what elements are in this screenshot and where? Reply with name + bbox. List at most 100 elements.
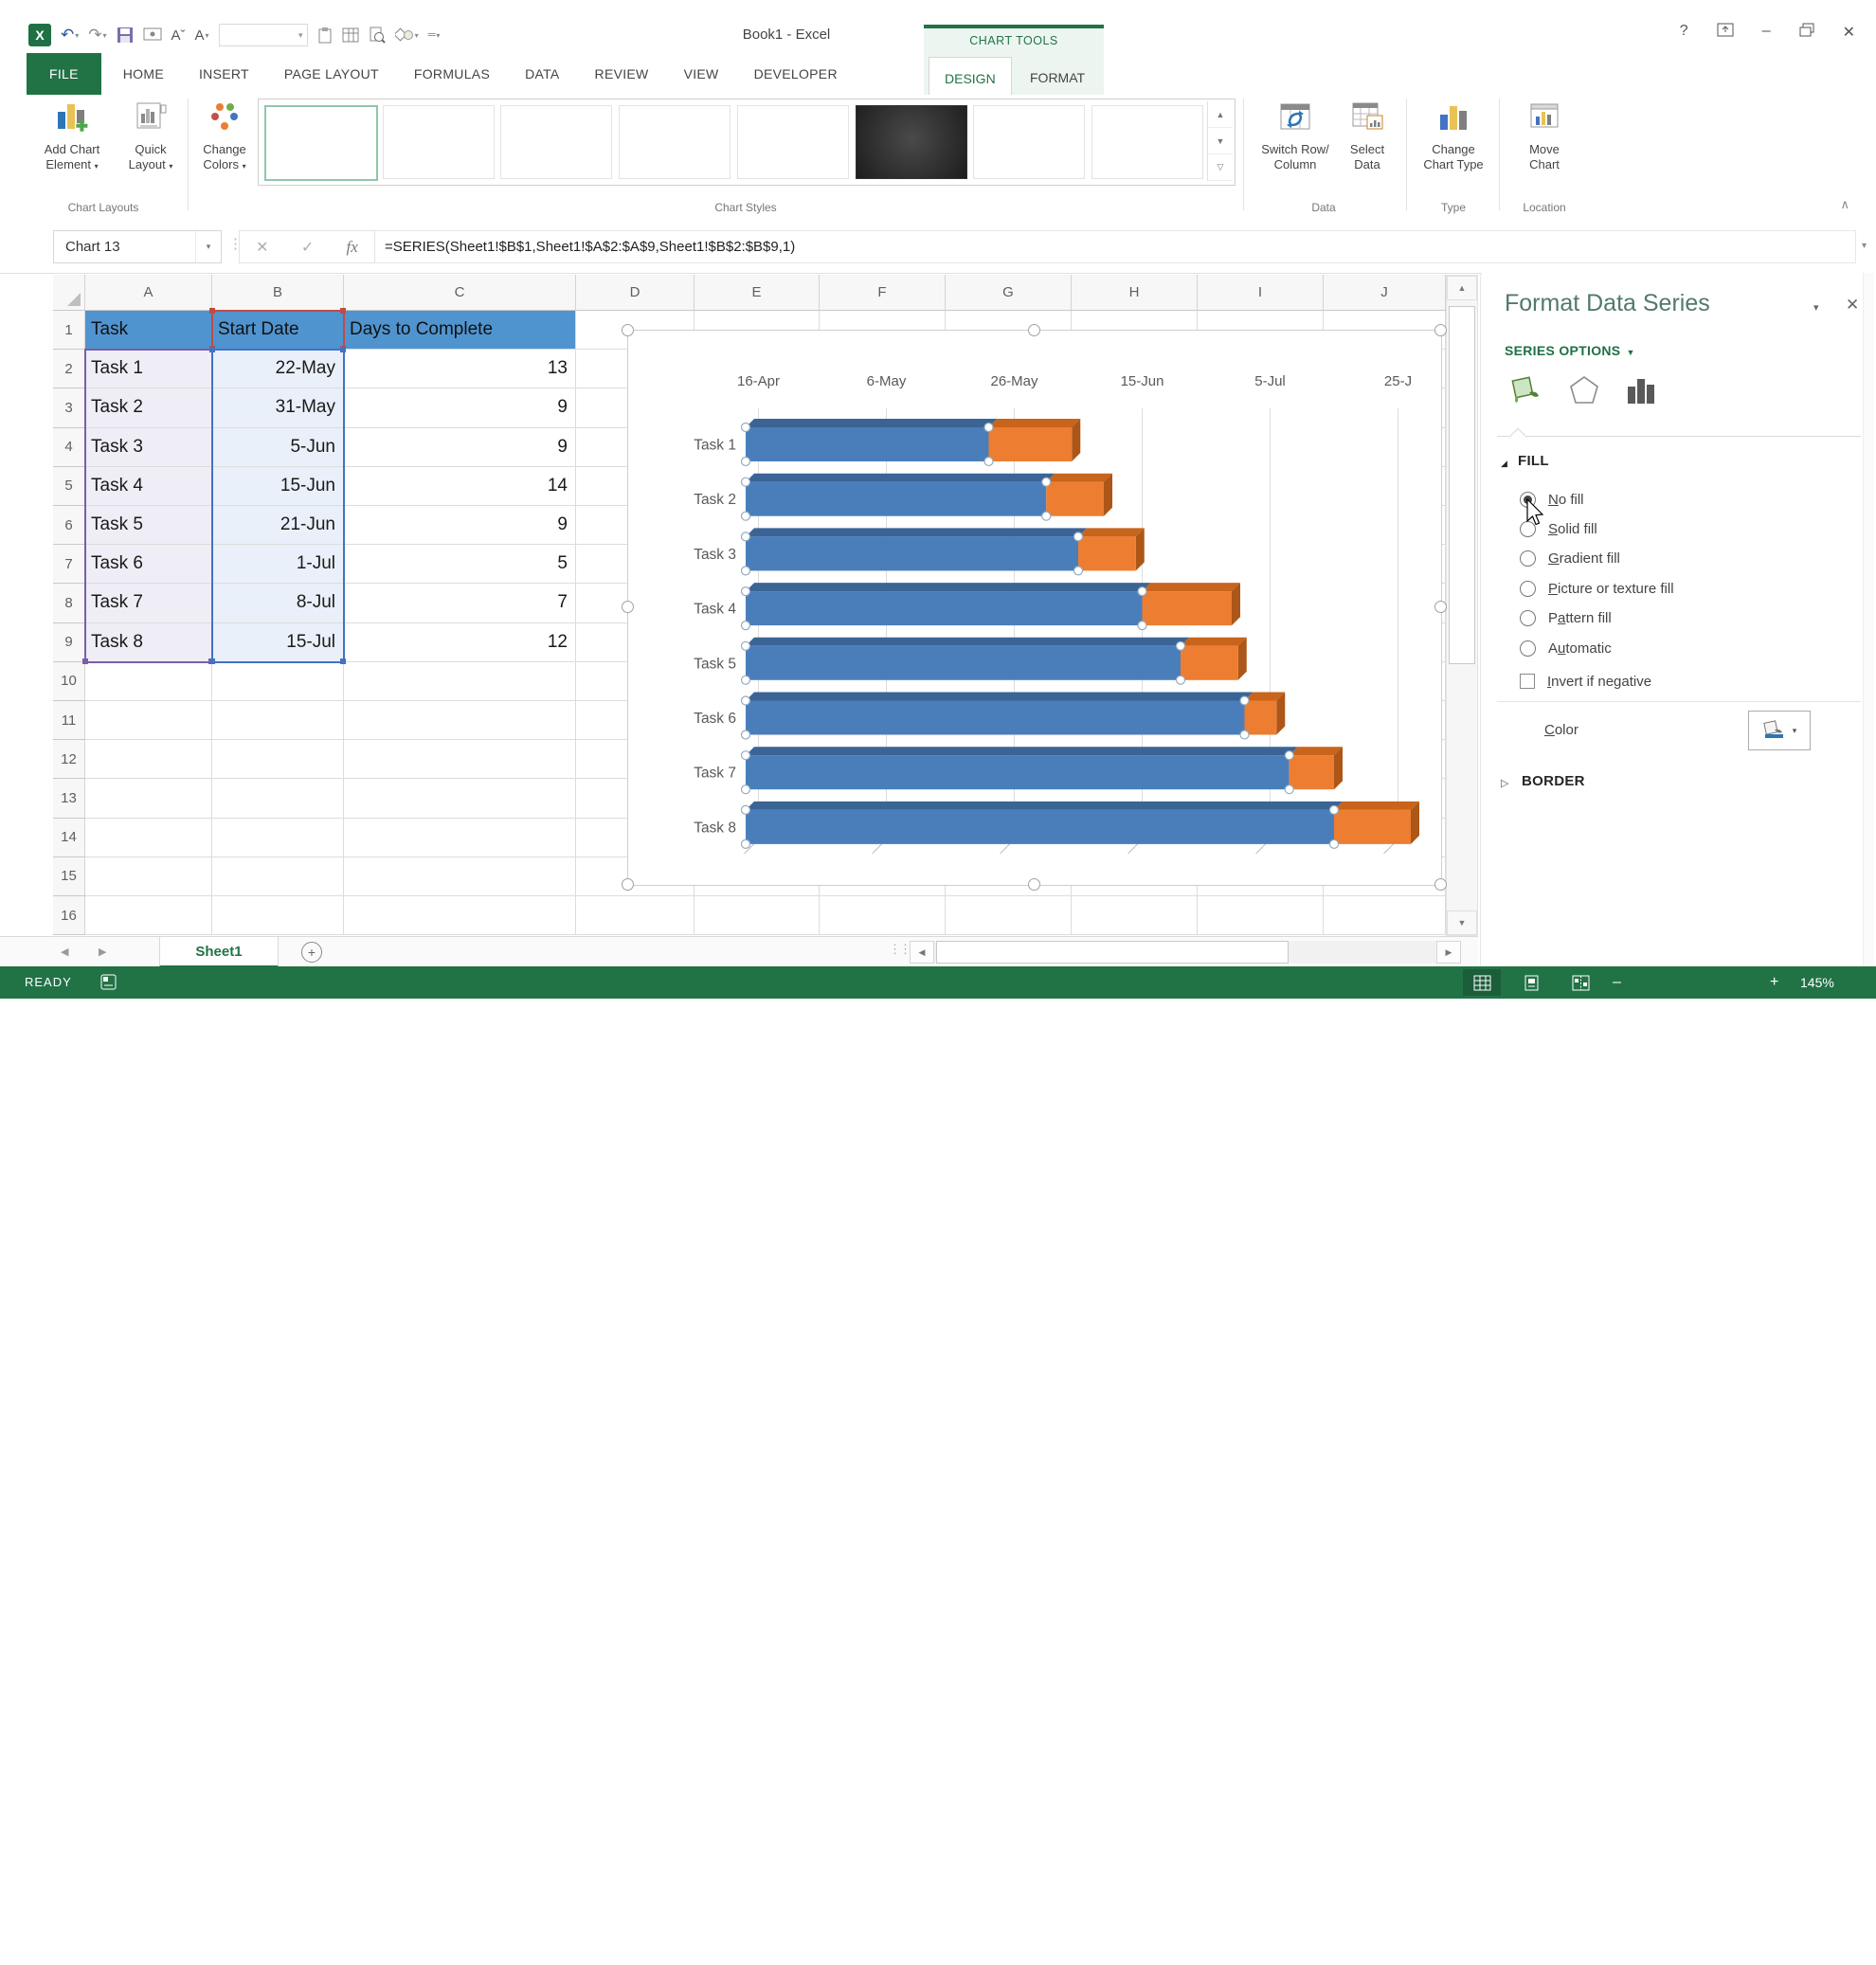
cell-J15[interactable] (1324, 856, 1446, 896)
horizontal-scroll-thumb[interactable] (936, 941, 1289, 964)
chart-resize-handle[interactable] (1434, 324, 1447, 336)
cell-C15[interactable] (344, 856, 576, 896)
row-header-4[interactable]: 4 (53, 427, 85, 467)
touch-mode-icon[interactable] (143, 27, 162, 44)
cell-E16[interactable] (694, 896, 820, 936)
name-box-dropdown-icon[interactable]: ▾ (195, 231, 221, 262)
cell-C6[interactable]: 9 (344, 506, 576, 546)
table-icon[interactable] (342, 27, 359, 43)
gallery-scroll-down-icon[interactable]: ▼ (1208, 128, 1233, 154)
row-header-3[interactable]: 3 (53, 388, 85, 428)
pane-scrollbar[interactable] (1863, 273, 1874, 966)
bar-start-Task-8[interactable] (746, 809, 1334, 844)
tab-home[interactable]: HOME (122, 66, 164, 81)
bar-days-Task-8[interactable] (1334, 809, 1411, 844)
cell-A7[interactable]: Task 6 (85, 545, 212, 585)
cell-B6[interactable]: 21-Jun (212, 506, 344, 546)
enter-formula-icon[interactable]: ✓ (300, 239, 315, 256)
bar-start-Task-7[interactable] (746, 755, 1290, 790)
cell-J16[interactable] (1324, 896, 1446, 936)
redo-icon[interactable]: ↷ ▾ (88, 26, 107, 44)
cell-B12[interactable] (212, 740, 344, 780)
row-header-10[interactable]: 10 (53, 661, 85, 701)
cell-C13[interactable] (344, 779, 576, 819)
cell-A15[interactable] (85, 856, 212, 896)
cell-B4[interactable]: 5-Jun (212, 427, 344, 467)
formula-input[interactable]: =SERIES(Sheet1!$B$1,Sheet1!$A$2:$A$9,She… (375, 230, 1856, 263)
customize-qat-icon[interactable]: ═ ▾ (427, 29, 441, 41)
column-header-F[interactable]: F (820, 275, 946, 311)
cell-B16[interactable] (212, 896, 344, 936)
category-label[interactable]: Task 6 (694, 711, 736, 727)
print-preview-icon[interactable] (369, 27, 386, 44)
chart-resize-handle[interactable] (1434, 601, 1447, 613)
row-header-8[interactable]: 8 (53, 584, 85, 623)
cell-C12[interactable] (344, 740, 576, 780)
scroll-right-icon[interactable]: ▶ (1436, 941, 1461, 964)
name-box[interactable]: Chart 13 ▾ (53, 230, 222, 263)
cell-A4[interactable]: Task 3 (85, 427, 212, 467)
tab-page-layout[interactable]: PAGE LAYOUT (283, 66, 379, 81)
pane-close-icon[interactable]: ✕ (1846, 296, 1860, 314)
restore-icon[interactable] (1799, 23, 1814, 42)
vertical-scrollbar[interactable]: ▲ ▼ (1446, 275, 1478, 936)
row-header-2[interactable]: 2 (53, 350, 85, 389)
vertical-scroll-thumb[interactable] (1449, 306, 1475, 664)
row-header-15[interactable]: 15 (53, 856, 85, 896)
tab-split-handle[interactable]: ⋮⋮ (889, 942, 911, 956)
new-sheet-icon[interactable]: + (301, 942, 322, 963)
close-icon[interactable]: ✕ (1842, 25, 1855, 41)
select-data-button[interactable]: Select Data (1340, 99, 1395, 172)
category-label[interactable]: Task 7 (694, 766, 736, 782)
tab-insert[interactable]: INSERT (198, 66, 249, 81)
bar-start-Task-6[interactable] (746, 700, 1245, 735)
scroll-up-icon[interactable]: ▲ (1447, 276, 1477, 300)
page-layout-view-icon[interactable] (1512, 969, 1550, 996)
ribbon-display-options-icon[interactable] (1717, 23, 1734, 42)
fill-option-solid-fill[interactable]: Solid fill (1520, 514, 1597, 543)
cell-A8[interactable]: Task 7 (85, 584, 212, 623)
cell-C14[interactable] (344, 818, 576, 857)
bar-days-Task-3[interactable] (1078, 536, 1136, 571)
cell-C2[interactable]: 13 (344, 350, 576, 389)
cell-B14[interactable] (212, 818, 344, 857)
x-axis-tick[interactable]: 6-May (867, 373, 907, 389)
invert-if-negative-checkbox[interactable]: Invert if negative (1520, 667, 1651, 695)
chart-resize-handle[interactable] (1028, 878, 1040, 891)
paste-icon[interactable] (317, 27, 333, 44)
checkbox-icon[interactable] (1520, 674, 1535, 689)
chart-resize-handle[interactable] (1434, 878, 1447, 891)
zoom-slider-thumb[interactable] (1704, 1948, 1708, 1962)
fill-line-icon[interactable] (1508, 371, 1544, 412)
row-header-12[interactable]: 12 (53, 740, 85, 780)
bar-days-Task-6[interactable] (1244, 700, 1277, 735)
cell-A10[interactable] (85, 661, 212, 701)
chart-style-thumbnail-2[interactable] (382, 105, 495, 179)
zoom-level[interactable]: 145% (1800, 975, 1834, 990)
cell-C4[interactable]: 9 (344, 427, 576, 467)
cell-C11[interactable] (344, 701, 576, 741)
cell-I16[interactable] (1198, 896, 1324, 936)
row-header-16[interactable]: 16 (53, 896, 85, 936)
cell-B13[interactable] (212, 779, 344, 819)
cell-A1[interactable]: Task (85, 311, 212, 351)
change-colors-button[interactable]: Change Colors ▾ (193, 99, 256, 174)
tab-formulas[interactable]: FORMULAS (413, 66, 491, 81)
bar-days-Task-4[interactable] (1142, 591, 1233, 626)
next-sheet-icon[interactable]: ▶ (99, 946, 107, 958)
cell-B7[interactable]: 1-Jul (212, 545, 344, 585)
chart-resize-handle[interactable] (622, 878, 634, 891)
cell-A14[interactable] (85, 818, 212, 857)
zoom-in-icon[interactable]: + (1770, 974, 1779, 990)
help-icon[interactable]: ? (1679, 23, 1688, 39)
chart-style-thumbnail-6[interactable] (855, 105, 967, 179)
grow-font-icon[interactable]: Aˇ (171, 27, 186, 44)
column-header-C[interactable]: C (344, 275, 576, 311)
cell-H16[interactable] (1072, 896, 1198, 936)
column-header-A[interactable]: A (85, 275, 212, 311)
switch-row-column-button[interactable]: Switch Row/ Column (1253, 99, 1338, 172)
cell-A5[interactable]: Task 4 (85, 466, 212, 506)
column-header-J[interactable]: J (1324, 275, 1446, 311)
change-chart-type-button[interactable]: Change Chart Type (1416, 99, 1491, 172)
cell-B11[interactable] (212, 701, 344, 741)
